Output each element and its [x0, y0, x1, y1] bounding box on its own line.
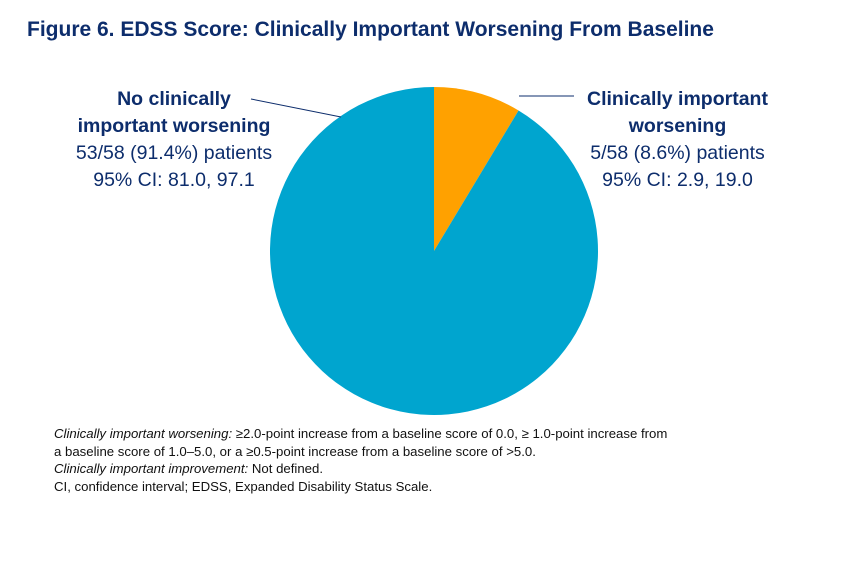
label-no-worsening: No clinically important worsening 53/58 … — [50, 86, 298, 194]
pie-slice-clinically-important-worsening — [434, 87, 519, 251]
pie-slice-no-clinically-important-worsening — [270, 87, 598, 415]
footnote-term-worsening: Clinically important worsening: — [54, 426, 233, 441]
footnotes: Clinically important worsening: ≥2.0-poi… — [54, 425, 667, 495]
footnote-definition-improvement: Not defined. — [248, 461, 323, 476]
label-worsening-line2: worsening — [628, 115, 727, 137]
label-worsening-ci: 95% CI: 2.9, 19.0 — [602, 169, 753, 191]
footnote-line-1: Clinically important worsening: ≥2.0-poi… — [54, 425, 667, 443]
chart-title: Figure 6. EDSS Score: Clinically Importa… — [27, 18, 714, 41]
label-no-worsening-ci: 95% CI: 81.0, 97.1 — [93, 169, 255, 191]
label-no-worsening-line1: No clinically — [117, 88, 231, 110]
label-no-worsening-line2: important worsening — [77, 115, 271, 137]
label-no-worsening-count: 53/58 (91.4%) patients — [75, 142, 273, 164]
footnote-term-improvement: Clinically important improvement: — [54, 461, 249, 476]
footnote-definition-worsening: ≥2.0-point increase from a baseline scor… — [232, 426, 668, 441]
footnote-abbreviations: CI, confidence interval; EDSS, Expanded … — [54, 478, 433, 494]
leader-line-no-worsening — [250, 98, 342, 118]
label-worsening-line1: Clinically important — [587, 88, 768, 110]
label-worsening: Clinically important worsening 5/58 (8.6… — [560, 86, 795, 194]
footnote-line-2: a baseline score of 1.0–5.0, or a ≥0.5-p… — [54, 443, 536, 459]
label-worsening-count: 5/58 (8.6%) patients — [590, 142, 765, 164]
footnote-line-3: Clinically important improvement: Not de… — [54, 460, 667, 478]
